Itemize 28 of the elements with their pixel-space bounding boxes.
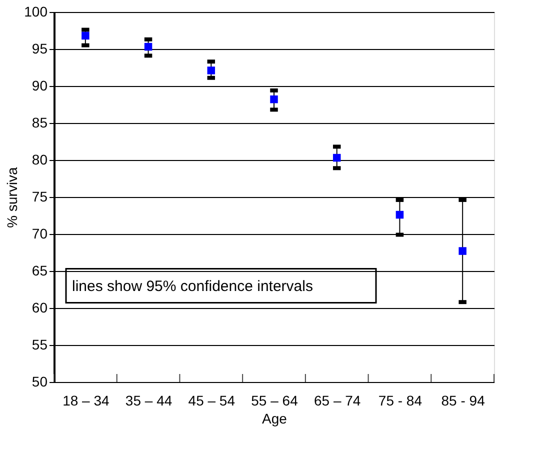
point — [332, 154, 341, 162]
y-axis-title: % surviva — [4, 166, 20, 228]
x-tick-label: 75 - 84 — [378, 392, 422, 408]
point — [82, 32, 90, 40]
point — [270, 95, 278, 104]
y-tick-label: 90 — [32, 78, 48, 94]
x-tick-label: 85 - 94 — [441, 392, 486, 408]
x-tick-label: 18 – 34 — [62, 392, 110, 408]
y-tick-label: 50 — [32, 374, 48, 390]
point — [207, 66, 216, 74]
point — [458, 247, 466, 255]
x-tick-label: 65 – 74 — [314, 392, 361, 408]
y-tick-label: 80 — [32, 152, 48, 168]
y-tick-label: 85 — [32, 114, 48, 130]
annotation: lines show 95% confidence intervals — [72, 278, 313, 295]
x-tick-label: 35 – 44 — [125, 392, 172, 408]
y-tick-label: 100 — [24, 4, 48, 20]
x-tick-label: 45 – 54 — [188, 392, 236, 408]
y-tick-label: 55 — [32, 336, 48, 352]
y-tick-label: 70 — [32, 226, 48, 242]
point — [396, 210, 404, 219]
y-tick-label: 60 — [32, 300, 48, 316]
y-tick-label: 95 — [32, 40, 48, 56]
y-tick-label: 75 — [32, 188, 48, 204]
x-axis-title: Age — [262, 410, 288, 426]
y-tick-label: 65 — [32, 262, 48, 278]
point — [144, 42, 152, 51]
x-tick-label: 55 – 64 — [251, 392, 298, 408]
